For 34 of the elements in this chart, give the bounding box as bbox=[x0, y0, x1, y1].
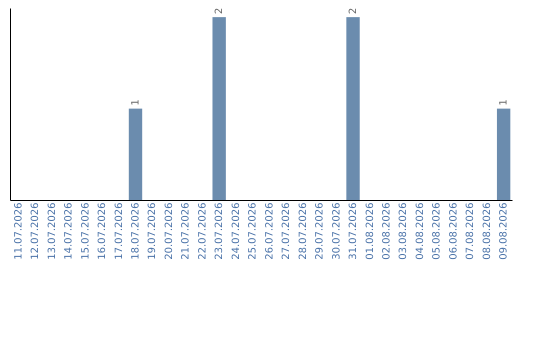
data-label: 1 bbox=[130, 99, 142, 106]
x-tick-label: 19.07.2026 bbox=[147, 202, 158, 260]
x-tick-label: 05.08.2026 bbox=[432, 202, 443, 260]
x-tick-label: 24.07.2026 bbox=[230, 202, 242, 260]
x-tick-label: 27.07.2026 bbox=[281, 202, 292, 260]
x-tick-label: 25.07.2026 bbox=[248, 202, 259, 260]
data-label: 2 bbox=[348, 8, 360, 14]
x-tick-label: 02.08.2026 bbox=[382, 202, 392, 260]
x-tick-label: 08.08.2026 bbox=[482, 202, 493, 260]
x-tick-label: 30.07.2026 bbox=[331, 202, 342, 260]
x-tick-label: 01.08.2026 bbox=[364, 202, 376, 260]
x-tick-label: 15.07.2026 bbox=[80, 202, 92, 260]
x-tick-label: 14.07.2026 bbox=[64, 202, 75, 260]
x-tick-label: 23.07.2026 bbox=[214, 202, 226, 260]
x-tick-label: 21.07.2026 bbox=[180, 202, 192, 260]
x-tick-label: 18.07.2026 bbox=[130, 202, 142, 260]
x-tick-label: 28.07.2026 bbox=[298, 202, 309, 260]
x-tick-label: 12.07.2026 bbox=[30, 202, 42, 260]
x-tick-label: 20.07.2026 bbox=[164, 202, 175, 260]
x-tick-label: 29.07.2026 bbox=[314, 202, 326, 260]
x-tick-label: 11.07.2026 bbox=[13, 202, 24, 260]
x-tick-label: 22.07.2026 bbox=[197, 202, 208, 260]
data-label: 2 bbox=[214, 8, 226, 14]
x-tick-label: 13.07.2026 bbox=[46, 202, 58, 260]
x-tick-label: 03.08.2026 bbox=[398, 202, 410, 260]
x-tick-label: 07.08.2026 bbox=[465, 202, 476, 260]
x-tick-label: 17.07.2026 bbox=[114, 202, 125, 260]
x-tick-label: 16.07.2026 bbox=[97, 202, 108, 260]
data-label: 1 bbox=[498, 99, 510, 106]
x-tick-label: 09.08.2026 bbox=[498, 202, 510, 260]
x-tick-label: 04.08.2026 bbox=[414, 202, 426, 260]
x-tick-label: 31.07.2026 bbox=[348, 202, 360, 260]
x-tick-label: 26.07.2026 bbox=[264, 202, 276, 260]
x-tick-label: 06.08.2026 bbox=[448, 202, 460, 260]
